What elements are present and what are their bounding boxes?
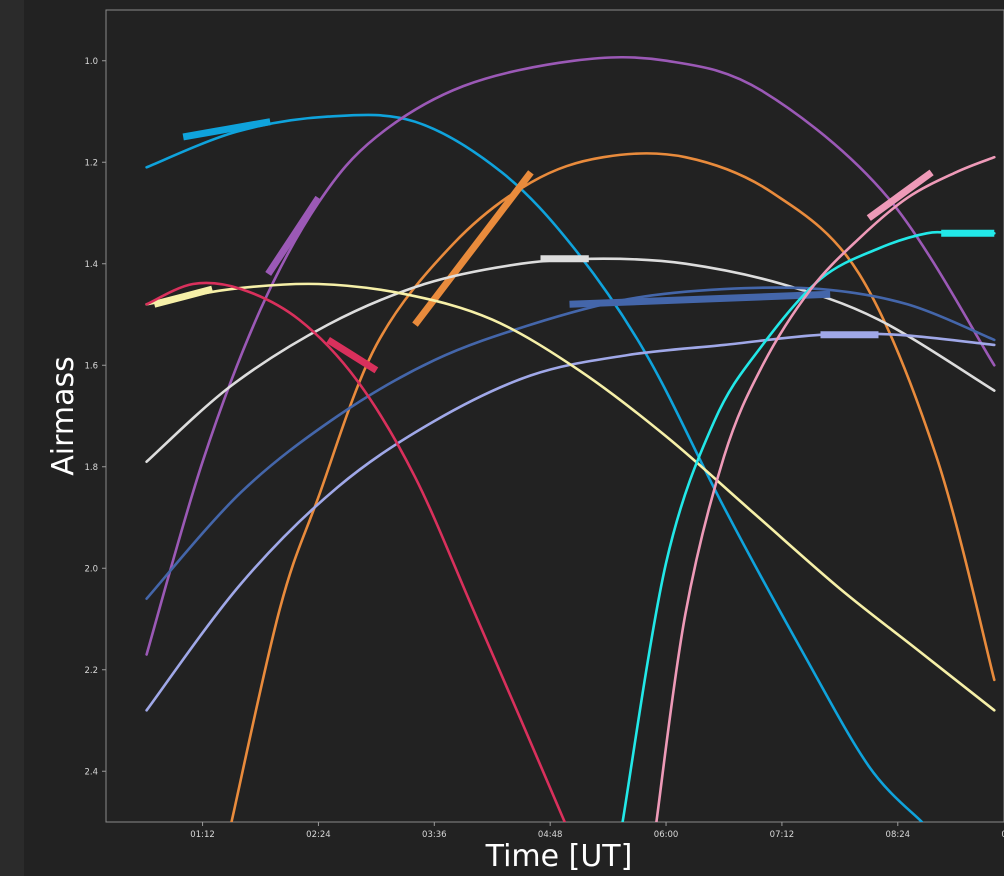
y-tick-label: 1.8	[84, 463, 98, 473]
y-tick-label: 2.2	[84, 666, 98, 676]
y-axis-title: Airmass	[46, 356, 81, 476]
y-tick-label: 1.6	[84, 361, 98, 371]
series-10	[655, 155, 996, 822]
series-3	[230, 152, 996, 822]
figure: 01:12 02:24 03:36 04:48 06:00 07:12 08:24 09:36…	[24, 0, 1004, 876]
x-tick-label: 08:24	[886, 830, 911, 840]
series-line	[145, 286, 996, 600]
series-8	[145, 281, 566, 822]
x-tick-label: 03:36	[422, 830, 447, 840]
series-4	[145, 255, 996, 463]
x-tick-label: 07:12	[770, 830, 795, 840]
series-highlight-segment	[265, 195, 322, 276]
series-highlight-segment	[866, 169, 934, 221]
x-axis-ticks: 01:12 02:24 03:36 04:48 06:00 07:12 08:24 09:36	[190, 822, 1004, 840]
series-7	[145, 282, 996, 712]
y-tick-label: 1.2	[84, 158, 98, 168]
y-tick-label: 2.0	[84, 564, 98, 574]
y-tick-label: 2.4	[84, 767, 98, 777]
plot-area-frame	[105, 9, 1004, 823]
series-highlight-segment	[182, 118, 271, 141]
x-tick-label: 06:00	[654, 830, 679, 840]
series-line	[655, 155, 996, 822]
series-1	[145, 113, 924, 822]
series-line	[621, 230, 996, 822]
series-highlight-segment	[412, 170, 534, 327]
series-line	[230, 152, 996, 822]
series-line	[145, 55, 996, 656]
series-6	[145, 331, 996, 712]
series-2	[145, 55, 996, 656]
x-axis-title: Time [UT]	[485, 839, 633, 874]
series-9	[621, 229, 996, 822]
airmass-chart: 01:12 02:24 03:36 04:48 06:00 07:12 08:24 09:36…	[46, 9, 1004, 874]
series-highlight-segment	[153, 285, 214, 308]
x-tick-label: 04:48	[538, 830, 563, 840]
series-line	[145, 281, 566, 822]
series-highlight-segment	[326, 336, 379, 374]
series-layer	[145, 55, 996, 822]
y-tick-label: 1.4	[84, 260, 98, 270]
series-line	[145, 113, 924, 822]
series-line	[145, 282, 996, 712]
y-tick-label: 1.0	[84, 57, 98, 67]
x-tick-label: 02:24	[306, 830, 331, 840]
x-tick-label: 09:36	[1001, 830, 1004, 840]
x-tick-label: 01:12	[190, 830, 215, 840]
y-axis-ticks: 1.0 1.2 1.4 1.6 1.8 2.0 2.2 2.4	[84, 57, 106, 777]
